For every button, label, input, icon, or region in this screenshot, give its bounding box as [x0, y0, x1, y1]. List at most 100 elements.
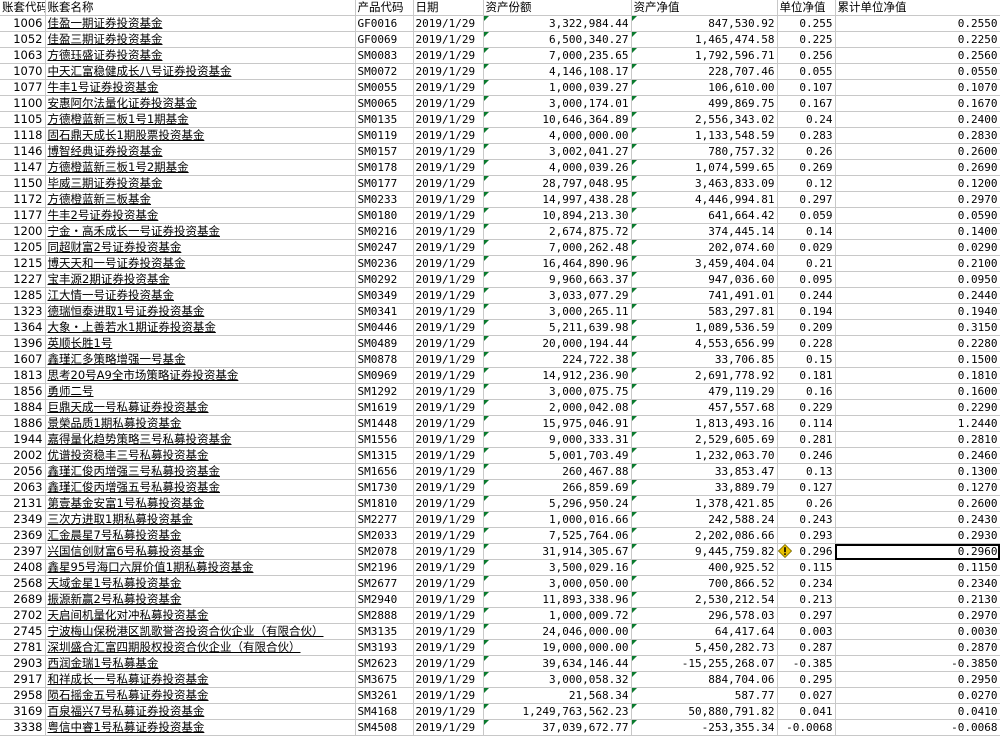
- cell-net-asset-value[interactable]: 228,707.46: [631, 63, 778, 81]
- cell-account-name[interactable]: 中天汇富稳健成长八号证券投资基金: [45, 63, 356, 81]
- cell-account-code[interactable]: 1105: [0, 111, 46, 129]
- cell-asset-shares[interactable]: 5,296,950.24: [483, 495, 632, 513]
- cell-asset-shares[interactable]: 7,000,262.48: [483, 239, 632, 257]
- cell-account-code[interactable]: 1177: [0, 207, 46, 225]
- cell-asset-shares[interactable]: 3,322,984.44: [483, 15, 632, 33]
- cell-account-code[interactable]: 1146: [0, 143, 46, 161]
- cell-net-asset-value[interactable]: 106,610.00: [631, 79, 778, 97]
- cell-net-asset-value[interactable]: 9,445,759.82: [631, 543, 778, 561]
- cell-net-asset-value[interactable]: 2,529,605.69: [631, 431, 778, 449]
- cell-account-name[interactable]: 佳盈三期证券投资基金: [45, 31, 356, 49]
- cell-unit-nav[interactable]: 0.041: [777, 703, 836, 721]
- cell-account-code[interactable]: 1856: [0, 383, 46, 401]
- cell-account-code[interactable]: 1100: [0, 95, 46, 113]
- cell-asset-shares[interactable]: 4,000,039.26: [483, 159, 632, 177]
- header-cell-net-asset-value[interactable]: 资产净值: [631, 0, 778, 17]
- cell-account-code[interactable]: 1944: [0, 431, 46, 449]
- cell-product-code[interactable]: SM0247: [355, 239, 414, 257]
- cell-net-asset-value[interactable]: 202,074.60: [631, 239, 778, 257]
- cell-product-code[interactable]: SM3675: [355, 671, 414, 689]
- cell-cumulative-unit-nav[interactable]: 0.2100: [835, 255, 1000, 273]
- cell-asset-shares[interactable]: 7,000,235.65: [483, 47, 632, 65]
- cell-asset-shares[interactable]: 2,000,042.08: [483, 399, 632, 417]
- cell-account-code[interactable]: 1205: [0, 239, 46, 257]
- cell-account-code[interactable]: 1215: [0, 255, 46, 273]
- cell-unit-nav[interactable]: 0.003: [777, 623, 836, 641]
- cell-product-code[interactable]: SM1292: [355, 383, 414, 401]
- cell-asset-shares[interactable]: 3,000,050.00: [483, 575, 632, 593]
- cell-account-code[interactable]: 1200: [0, 223, 46, 241]
- cell-account-name[interactable]: 嘉得量化趋势策略三号私募投资基金: [45, 431, 356, 449]
- cell-account-name[interactable]: 天域金星1号私募投资基金: [45, 575, 356, 593]
- cell-net-asset-value[interactable]: 1,378,421.85: [631, 495, 778, 513]
- cell-account-name[interactable]: 振源新赢2号私募投资基金: [45, 591, 356, 609]
- cell-cumulative-unit-nav[interactable]: -0.3850: [835, 655, 1000, 673]
- cell-product-code[interactable]: SM1315: [355, 447, 414, 465]
- cell-asset-shares[interactable]: 10,894,213.30: [483, 207, 632, 225]
- cell-net-asset-value[interactable]: 1,792,596.71: [631, 47, 778, 65]
- cell-date[interactable]: 2019/1/29: [413, 399, 484, 417]
- cell-cumulative-unit-nav[interactable]: 0.2930: [835, 527, 1000, 545]
- cell-asset-shares[interactable]: 5,001,703.49: [483, 447, 632, 465]
- cell-account-name[interactable]: 思考20号A9全市场策略证券投资基金: [45, 367, 356, 385]
- cell-date[interactable]: 2019/1/29: [413, 143, 484, 161]
- cell-account-code[interactable]: 1884: [0, 399, 46, 417]
- cell-asset-shares[interactable]: 14,912,236.90: [483, 367, 632, 385]
- cell-asset-shares[interactable]: 9,960,663.37: [483, 271, 632, 289]
- cell-cumulative-unit-nav[interactable]: 0.3150: [835, 319, 1000, 337]
- cell-asset-shares[interactable]: 31,914,305.67: [483, 543, 632, 561]
- cell-account-code[interactable]: 1396: [0, 335, 46, 353]
- cell-product-code[interactable]: SM0157: [355, 143, 414, 161]
- cell-unit-nav[interactable]: 0.055: [777, 63, 836, 81]
- cell-date[interactable]: 2019/1/29: [413, 431, 484, 449]
- cell-product-code[interactable]: SM2940: [355, 591, 414, 609]
- cell-account-name[interactable]: 第壹基金安富1号私募投资基金: [45, 495, 356, 513]
- cell-account-code[interactable]: 2131: [0, 495, 46, 513]
- cell-net-asset-value[interactable]: 741,491.01: [631, 287, 778, 305]
- cell-unit-nav[interactable]: 0.15: [777, 351, 836, 369]
- cell-account-name[interactable]: 牛丰2号证券投资基金: [45, 207, 356, 225]
- cell-date[interactable]: 2019/1/29: [413, 31, 484, 49]
- cell-account-code[interactable]: 2689: [0, 591, 46, 609]
- cell-account-name[interactable]: 优谱投资稳丰三号私募投资基金: [45, 447, 356, 465]
- cell-account-code[interactable]: 1052: [0, 31, 46, 49]
- cell-net-asset-value[interactable]: 1,074,599.65: [631, 159, 778, 177]
- cell-net-asset-value[interactable]: 1,465,474.58: [631, 31, 778, 49]
- cell-date[interactable]: 2019/1/29: [413, 623, 484, 641]
- cell-net-asset-value[interactable]: 400,925.52: [631, 559, 778, 577]
- cell-asset-shares[interactable]: 1,000,009.72: [483, 607, 632, 625]
- cell-net-asset-value[interactable]: 374,445.14: [631, 223, 778, 241]
- header-cell-date[interactable]: 日期: [413, 0, 484, 17]
- cell-asset-shares[interactable]: 37,039,672.77: [483, 719, 632, 736]
- cell-net-asset-value[interactable]: 947,036.60: [631, 271, 778, 289]
- cell-account-name[interactable]: 鑫星95号海口六屏价值1期私募投资基金: [45, 559, 356, 577]
- cell-cumulative-unit-nav[interactable]: 0.1070: [835, 79, 1000, 97]
- cell-unit-nav[interactable]: 0.269: [777, 159, 836, 177]
- cell-unit-nav[interactable]: 0.027: [777, 687, 836, 705]
- cell-product-code[interactable]: SM0180: [355, 207, 414, 225]
- cell-net-asset-value[interactable]: 4,553,656.99: [631, 335, 778, 353]
- cell-net-asset-value[interactable]: 641,664.42: [631, 207, 778, 225]
- cell-account-name[interactable]: 百泉福兴7号私募证券投资基金: [45, 703, 356, 721]
- cell-account-code[interactable]: 3169: [0, 703, 46, 721]
- cell-date[interactable]: 2019/1/29: [413, 255, 484, 273]
- cell-cumulative-unit-nav[interactable]: 0.0550: [835, 63, 1000, 81]
- cell-unit-nav[interactable]: -0.0068: [777, 719, 836, 736]
- header-cell-asset-shares[interactable]: 资产份额: [483, 0, 632, 17]
- cell-net-asset-value[interactable]: 33,706.85: [631, 351, 778, 369]
- cell-net-asset-value[interactable]: 2,556,343.02: [631, 111, 778, 129]
- cell-account-code[interactable]: 1886: [0, 415, 46, 433]
- cell-account-code[interactable]: 2056: [0, 463, 46, 481]
- cell-product-code[interactable]: SM2196: [355, 559, 414, 577]
- cell-cumulative-unit-nav[interactable]: 0.0410: [835, 703, 1000, 721]
- cell-cumulative-unit-nav[interactable]: 0.2280: [835, 335, 1000, 353]
- cell-net-asset-value[interactable]: 1,133,548.59: [631, 127, 778, 145]
- cell-date[interactable]: 2019/1/29: [413, 287, 484, 305]
- cell-unit-nav[interactable]: 0.287: [777, 639, 836, 657]
- cell-net-asset-value[interactable]: 3,459,404.04: [631, 255, 778, 273]
- cell-net-asset-value[interactable]: 780,757.32: [631, 143, 778, 161]
- cell-product-code[interactable]: SM0055: [355, 79, 414, 97]
- cell-date[interactable]: 2019/1/29: [413, 527, 484, 545]
- cell-date[interactable]: 2019/1/29: [413, 111, 484, 129]
